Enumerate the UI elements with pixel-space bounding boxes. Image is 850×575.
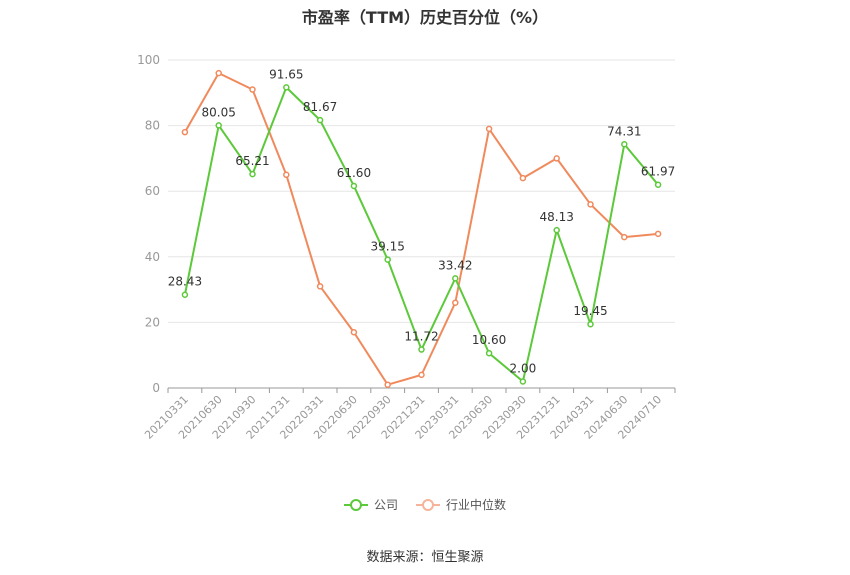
company-data-label: 2.00 bbox=[510, 361, 537, 375]
company-data-label: 74.31 bbox=[607, 124, 641, 138]
industry-point bbox=[316, 283, 324, 290]
industry-point bbox=[452, 299, 459, 306]
industry-point bbox=[384, 381, 391, 388]
y-axis-ticks: 0 20 40 60 80 100 bbox=[137, 53, 160, 395]
company-point bbox=[215, 122, 222, 129]
industry-point bbox=[485, 125, 493, 133]
company-point bbox=[452, 275, 459, 282]
legend-label-industry: 行业中位数 bbox=[446, 498, 507, 512]
company-point bbox=[181, 291, 189, 298]
company-data-label: 10.60 bbox=[472, 333, 506, 347]
data-source: 数据来源：恒生聚源 bbox=[366, 550, 484, 565]
y-tick-label: 20 bbox=[145, 315, 160, 329]
company-point bbox=[384, 256, 391, 263]
company-point bbox=[621, 141, 628, 148]
industry-point bbox=[418, 371, 425, 379]
industry-point bbox=[215, 69, 222, 77]
x-axis: 2021033120210630202109302021123120220331… bbox=[142, 387, 676, 442]
y-tick-label: 60 bbox=[145, 184, 160, 198]
company-data-label: 48.13 bbox=[540, 210, 574, 224]
company-data-label: 61.97 bbox=[641, 165, 675, 179]
series-lines bbox=[181, 69, 662, 388]
company-data-label: 28.43 bbox=[168, 275, 202, 289]
company-point bbox=[654, 181, 662, 188]
legend-label-company: 公司 bbox=[373, 498, 398, 512]
company-data-label: 11.72 bbox=[404, 330, 438, 344]
legend: 公司 行业中位数 bbox=[0, 496, 850, 513]
legend-swatch-industry bbox=[416, 498, 440, 511]
y-tick-label: 0 bbox=[152, 381, 160, 395]
legend-swatch-company bbox=[343, 498, 368, 511]
y-tick-label: 80 bbox=[145, 119, 160, 133]
industry-point bbox=[587, 201, 594, 208]
industry-point bbox=[283, 171, 290, 179]
company-point bbox=[418, 346, 425, 353]
company-point bbox=[519, 378, 527, 385]
company-data-label: 19.45 bbox=[573, 304, 607, 318]
industry-point bbox=[181, 128, 189, 136]
company-data-label: 33.42 bbox=[438, 258, 472, 272]
legend-item-company[interactable]: 公司 bbox=[343, 496, 398, 513]
chart-title: 市盈率（TTM）历史百分位（%） bbox=[301, 8, 549, 27]
data-labels: 28.43 80.05 65.21 91.65 81.67 61.60 39.15 11.72… bbox=[168, 67, 676, 375]
legend-item-industry[interactable]: 行业中位数 bbox=[416, 496, 506, 513]
company-data-label: 65.21 bbox=[235, 154, 269, 168]
industry-point bbox=[249, 86, 256, 93]
company-point bbox=[350, 182, 358, 190]
industry-point bbox=[519, 174, 527, 182]
y-tick-label: 40 bbox=[145, 250, 160, 264]
company-data-label: 80.05 bbox=[202, 105, 236, 119]
company-point bbox=[485, 349, 493, 357]
company-point bbox=[249, 170, 256, 178]
company-point bbox=[316, 116, 324, 124]
company-data-label: 61.60 bbox=[337, 166, 371, 180]
industry-point bbox=[621, 233, 628, 241]
industry-point bbox=[350, 328, 358, 336]
company-point bbox=[587, 320, 594, 328]
company-data-label: 91.65 bbox=[269, 67, 303, 81]
company-data-label: 81.67 bbox=[303, 100, 337, 114]
company-data-label: 39.15 bbox=[371, 240, 405, 254]
company-point bbox=[283, 84, 290, 91]
industry-point bbox=[654, 230, 662, 238]
company-point bbox=[553, 226, 560, 234]
industry-point bbox=[553, 155, 560, 162]
y-tick-label: 100 bbox=[137, 53, 160, 67]
